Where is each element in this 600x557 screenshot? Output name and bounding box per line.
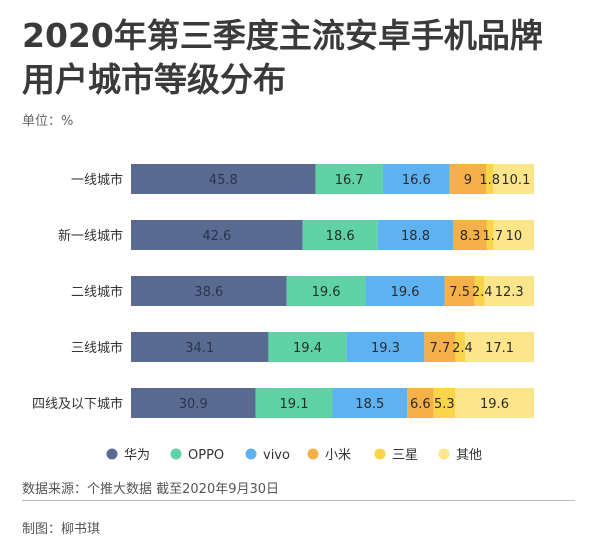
data-label: 9	[464, 173, 472, 188]
legend-marker	[307, 448, 319, 460]
category-label: 新一线城市	[58, 228, 123, 244]
bar-segment	[493, 220, 534, 250]
legend-marker	[170, 448, 182, 460]
stacked-bar-chart: 一线城市 45.8 16.7 16.6 9 1.8 10.1 新一线城市 42.6 18.6 18.…	[32, 164, 534, 463]
bar-segment	[465, 332, 534, 362]
title-line-2: 用户城市等级分布	[22, 60, 286, 99]
data-label: 34.1	[185, 341, 214, 356]
legend-marker	[438, 448, 450, 460]
category-label: 一线城市	[71, 172, 123, 188]
legend-label: OPPO	[188, 448, 224, 463]
bar-segment	[486, 220, 494, 250]
category-label: 四线及以下城市	[32, 396, 123, 412]
data-label: 19.6	[312, 285, 341, 300]
bar-segment	[486, 164, 494, 194]
bar-segment	[315, 164, 383, 194]
data-label: 19.6	[480, 397, 509, 412]
data-label: 19.4	[293, 341, 322, 356]
data-label: 1.8	[479, 173, 500, 188]
data-label: 16.7	[335, 173, 364, 188]
bar-segment	[382, 164, 450, 194]
data-source: 数据来源：个推大数据 截至2020年9月30日	[22, 482, 280, 497]
legend-marker	[245, 448, 257, 460]
footer-divider	[22, 500, 575, 501]
bar-segment	[365, 276, 445, 306]
legend-label: 三星	[392, 448, 418, 463]
data-label: 45.8	[209, 173, 238, 188]
legend-label: 华为	[124, 448, 150, 463]
bar-segment	[268, 332, 347, 362]
bar-segment	[453, 220, 487, 250]
bar-segment	[407, 388, 434, 418]
data-label: 12.3	[495, 285, 524, 300]
data-label: 17.1	[485, 341, 514, 356]
bar-segment	[433, 388, 456, 418]
unit-label: 单位：%	[22, 114, 74, 129]
legend-marker	[374, 448, 386, 460]
legend-label: 小米	[325, 448, 351, 463]
data-label: 2.4	[452, 341, 473, 356]
bar-segment	[255, 388, 333, 418]
data-label: 1.7	[482, 229, 503, 244]
bar-segment	[455, 388, 534, 418]
bar-segment	[131, 220, 303, 250]
bar-segment	[332, 388, 408, 418]
bar-segment	[131, 388, 256, 418]
category-label: 三线城市	[71, 340, 123, 356]
bar-segment	[346, 332, 425, 362]
bar-segment	[131, 276, 287, 306]
data-label: 42.6	[202, 229, 231, 244]
legend-label: vivo	[263, 448, 290, 463]
data-label: 5.3	[434, 397, 455, 412]
data-label: 8.3	[460, 229, 481, 244]
data-label: 18.8	[401, 229, 430, 244]
category-label: 二线城市	[71, 284, 123, 300]
bar-segment	[444, 276, 475, 306]
bar-segment	[449, 164, 487, 194]
data-label: 38.6	[194, 285, 223, 300]
bar-segment	[131, 332, 269, 362]
data-label: 7.5	[449, 285, 470, 300]
chart-title: 2020年第三季度主流安卓手机品牌 用户城市等级分布	[22, 14, 582, 102]
bar-segment	[131, 164, 316, 194]
data-label: 18.6	[326, 229, 355, 244]
bar-segment	[455, 332, 466, 362]
title-line-1: 2020年第三季度主流安卓手机品牌	[22, 16, 543, 55]
data-label: 6.6	[410, 397, 431, 412]
data-label: 18.5	[355, 397, 384, 412]
data-label: 19.3	[371, 341, 400, 356]
bar-segment	[493, 164, 534, 194]
bar-segment	[474, 276, 485, 306]
chart-author: 制图：柳书琪	[22, 522, 101, 537]
bar-segment	[302, 220, 378, 250]
data-label: 30.9	[179, 397, 208, 412]
data-label: 19.6	[391, 285, 420, 300]
bar-segment	[484, 276, 534, 306]
bar-segment	[286, 276, 366, 306]
bar-segment	[377, 220, 454, 250]
legend-marker	[106, 448, 118, 460]
data-label: 10.1	[501, 173, 530, 188]
data-label: 16.6	[402, 173, 431, 188]
data-label: 2.4	[472, 285, 493, 300]
data-label: 19.1	[280, 397, 309, 412]
data-label: 7.7	[430, 341, 451, 356]
bar-segment	[424, 332, 456, 362]
legend-label: 其他	[456, 448, 482, 463]
data-label: 10	[506, 229, 523, 244]
